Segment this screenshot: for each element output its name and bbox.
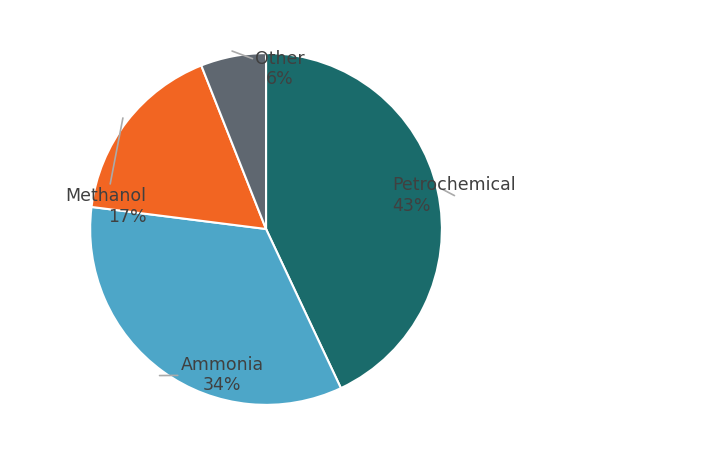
Text: Other
6%: Other 6% (232, 49, 305, 88)
Wedge shape (91, 65, 266, 229)
Text: Methanol
17%: Methanol 17% (65, 118, 147, 225)
Wedge shape (201, 53, 266, 229)
Text: Ammonia
34%: Ammonia 34% (160, 355, 264, 394)
Wedge shape (266, 53, 442, 388)
Text: Petrochemical
43%: Petrochemical 43% (393, 176, 516, 215)
Wedge shape (90, 207, 341, 405)
